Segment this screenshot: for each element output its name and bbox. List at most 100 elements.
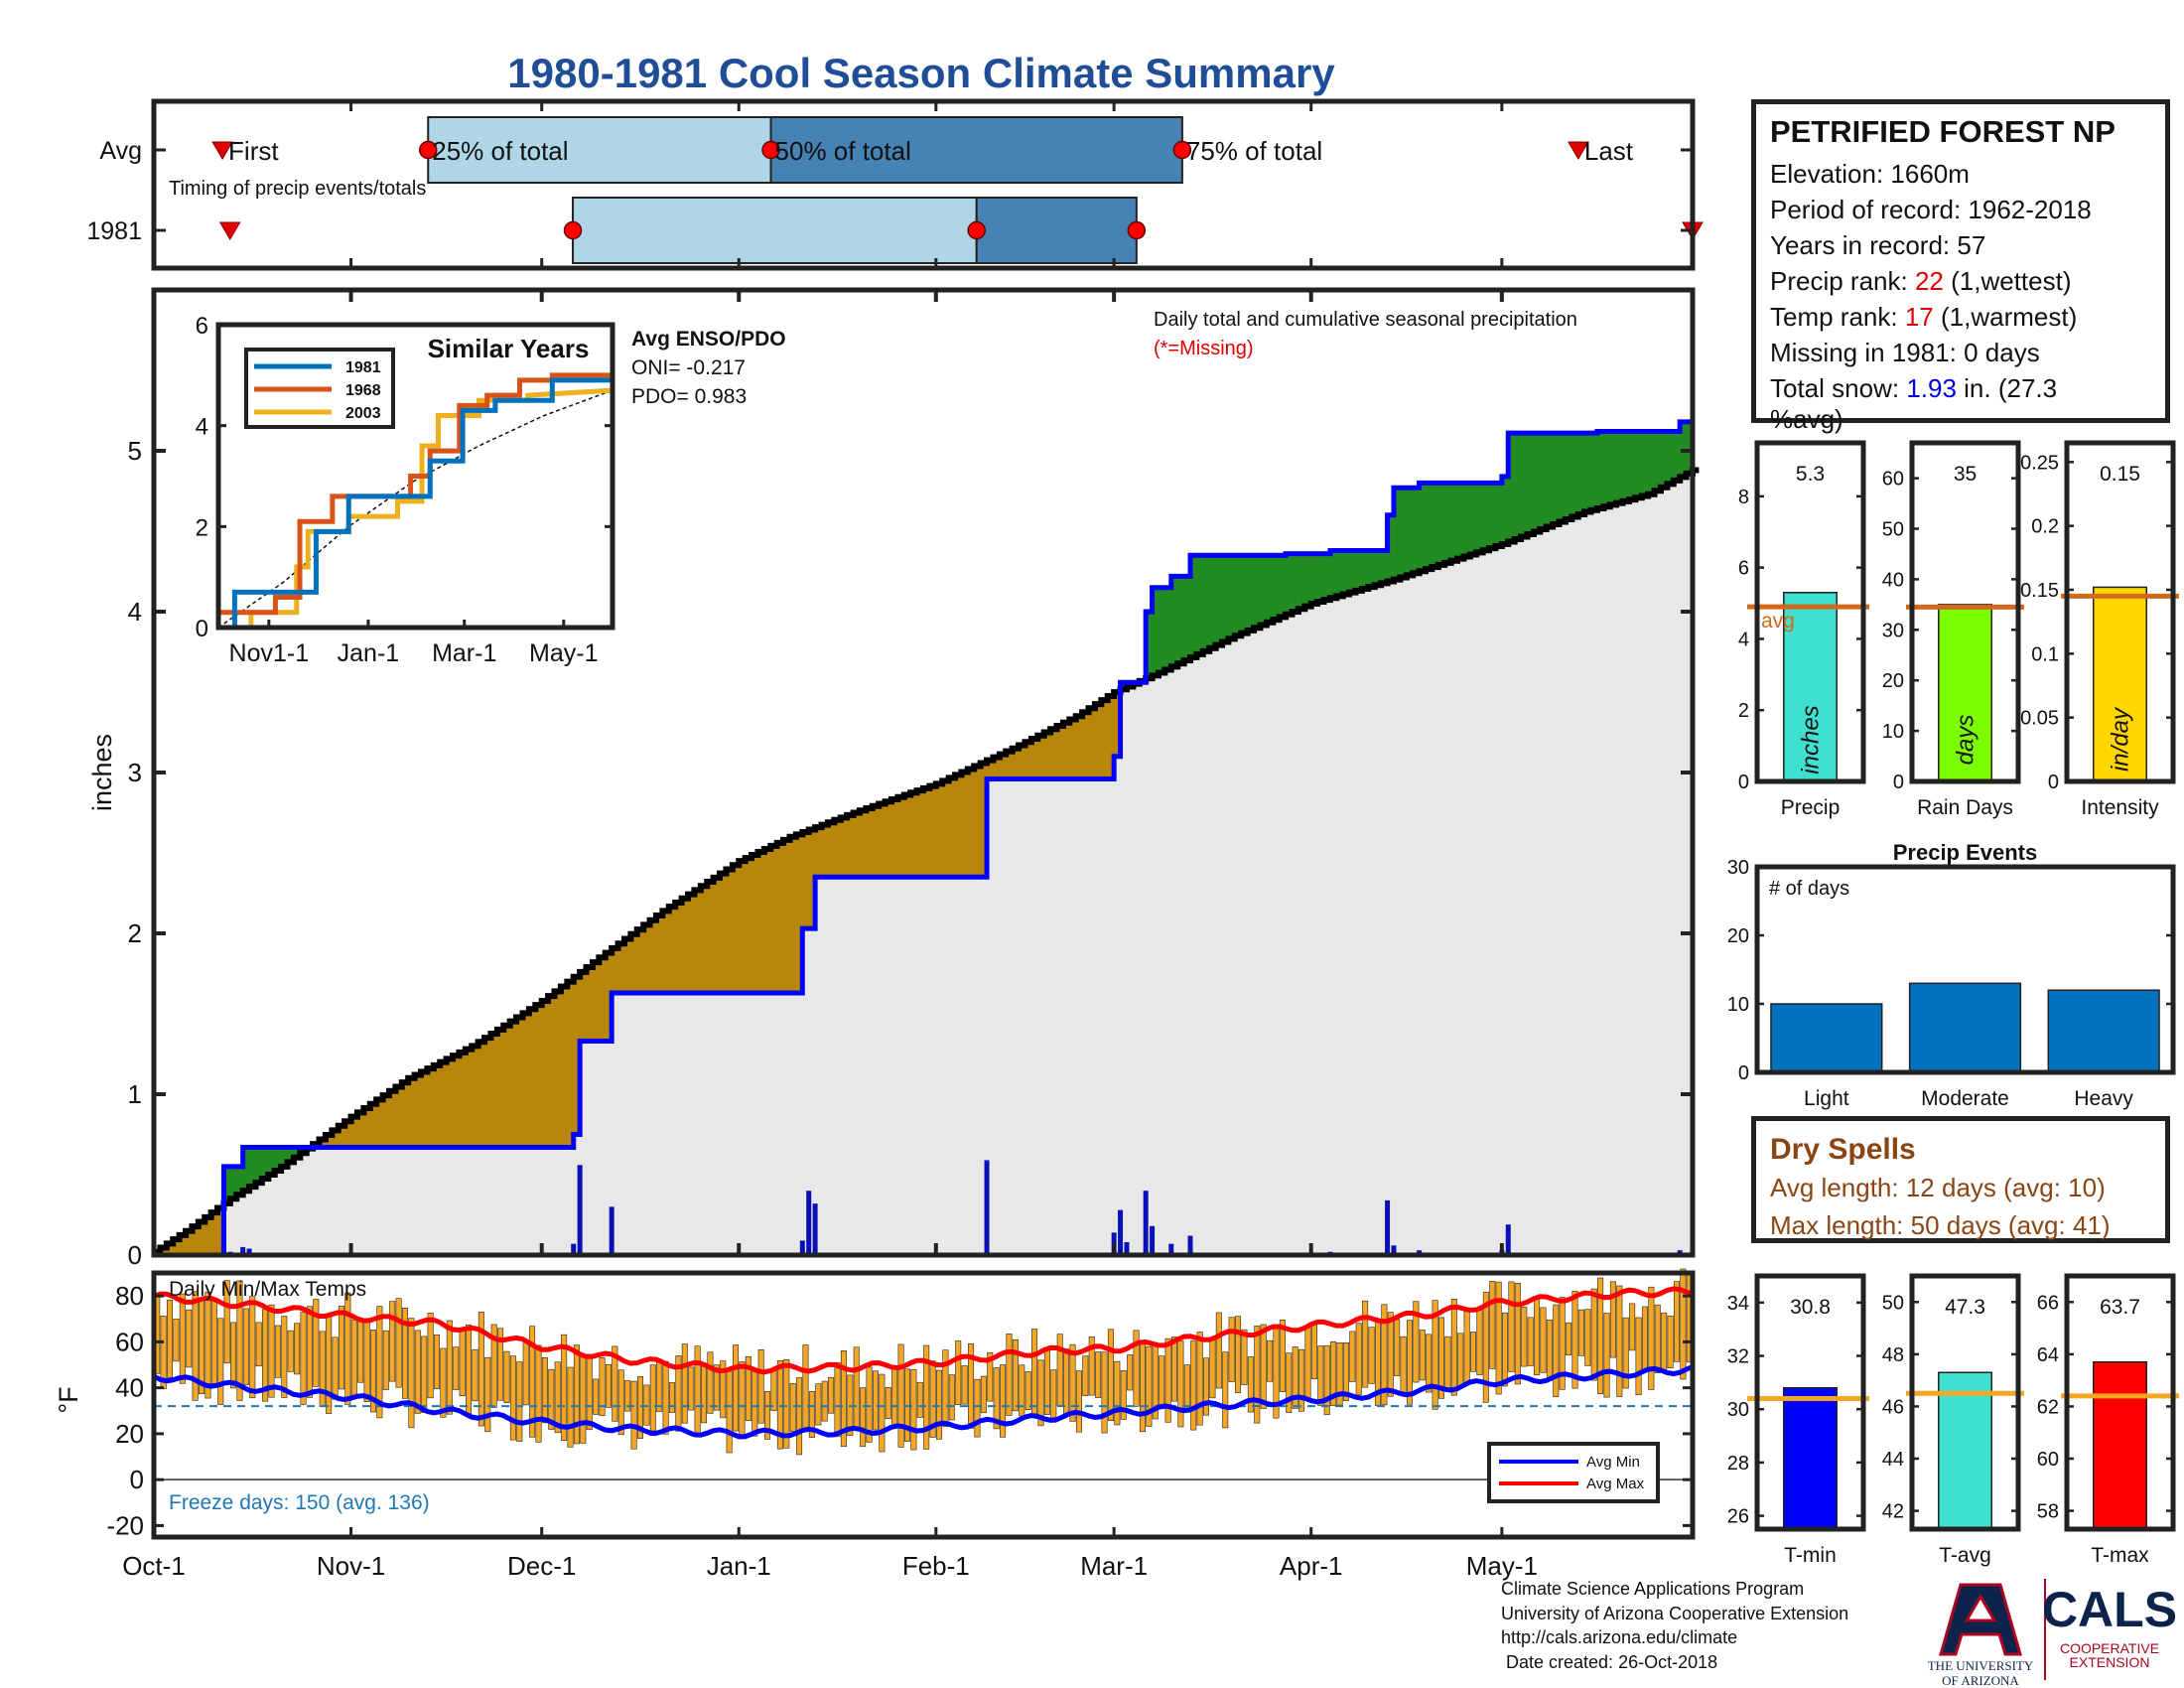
daily-temp-bar [414, 1330, 421, 1414]
y-tick-label: 3 [128, 758, 142, 787]
avg-last-marker [1568, 141, 1589, 160]
timing-row-label: Avg [99, 137, 142, 165]
daily-temp-bar [1362, 1300, 1369, 1388]
figure-title: 1980-1981 Cool Season Climate Summary [507, 50, 1335, 96]
daily-temp-bar [1260, 1324, 1267, 1409]
temp-rank-prefix: Temp rank: [1770, 302, 1898, 332]
daily-temp-bar [1622, 1317, 1629, 1389]
missing-label: Missing in 1981: 0 days [1770, 338, 2040, 367]
timing-label: Timing of precip events/totals [169, 178, 426, 200]
year-50-marker [967, 220, 986, 240]
daily-temp-bar [1222, 1351, 1229, 1429]
daily-temp-bar [1203, 1357, 1210, 1416]
daily-temp-bar [350, 1319, 357, 1398]
temp-y-tick-label: 80 [115, 1281, 144, 1311]
credits-line-4: Date created: 26-Oct-2018 [1501, 1651, 1718, 1672]
legend-label-avg-min: Avg Min [1586, 1454, 1640, 1471]
daily-temp-bar [217, 1318, 224, 1405]
daily-temp-bar [1196, 1332, 1203, 1426]
daily-temp-bar [1590, 1288, 1597, 1381]
daily-temp-bar [472, 1348, 478, 1402]
daily-temp-bar [179, 1293, 186, 1384]
daily-temp-bar [974, 1378, 981, 1438]
daily-temp-bar [1304, 1326, 1311, 1399]
daily-precip-bar [1391, 1245, 1397, 1255]
daily-temp-bar [382, 1330, 389, 1390]
daily-temp-bar [453, 1346, 460, 1390]
daily-temp-bar [694, 1345, 701, 1437]
cals-logo: CALS COOPERATIVE EXTENSION [2042, 1582, 2177, 1670]
snow-value: 1.93 [1906, 373, 1957, 403]
temp-summary-1-y-tick-label: 44 [1882, 1449, 1904, 1471]
temp-summary-2-y-tick-label: 62 [2037, 1396, 2059, 1418]
x-tick-label: Apr-1 [1280, 1551, 1343, 1581]
daily-temp-bar [503, 1350, 510, 1404]
daily-temp-bar [713, 1364, 720, 1411]
daily-temp-bar [1031, 1329, 1038, 1415]
daily-temp-bar [1082, 1355, 1089, 1396]
daily-temp-bar [688, 1366, 695, 1411]
daily-temp-bar [656, 1359, 663, 1412]
daily-temp-bar [1050, 1369, 1057, 1423]
daily-temp-bar [821, 1380, 828, 1422]
daily-precip-bar [1505, 1224, 1511, 1255]
daily-precip-bar [806, 1191, 812, 1255]
daily-temp-bar [1559, 1297, 1566, 1390]
daily-temp-bar [1037, 1359, 1044, 1427]
freeze-days-label: Freeze days: 150 (avg. 136) [169, 1491, 430, 1514]
avg-75-label: 75% of total [1186, 136, 1322, 166]
temp-summary-1-bar [1938, 1371, 1992, 1530]
daily-temp-bar [1470, 1332, 1477, 1372]
daily-temp-bar [1114, 1360, 1121, 1426]
daily-temp-bar [1661, 1312, 1668, 1372]
y-tick-label: 4 [128, 597, 142, 627]
daily-temp-bar [1432, 1300, 1438, 1410]
daily-temp-bar [376, 1306, 383, 1419]
daily-temp-bar [757, 1349, 764, 1424]
daily-temp-bar [1680, 1268, 1687, 1380]
year-25-marker [563, 220, 583, 240]
precip-summary-charts: 0 2 4 6 8 5.3 Precip inches avg 0 10 20 30 40 50 60 35 Ra… [1738, 440, 2179, 819]
daily-temp-bar [1438, 1317, 1445, 1399]
precip-events-chart: Light Moderate Heavy 0 10 20 30 Precip Events # … [1727, 840, 2176, 1110]
daily-temp-bar [242, 1308, 249, 1385]
temp-summary-0-y-tick-label: 28 [1727, 1453, 1749, 1475]
temp-rank: Temp rank: 17 (1,warmest) [1770, 299, 2151, 335]
avg-50-marker [761, 140, 780, 160]
daily-temp-bar [1133, 1330, 1140, 1407]
precip-summary-2-y-tick-label: 0.25 [2020, 452, 2059, 474]
timing-frame [151, 98, 1696, 271]
avg-first-label: First [228, 136, 279, 166]
daily-precip-bar [1150, 1225, 1156, 1255]
daily-temp-bar [1534, 1296, 1541, 1375]
events-title: Precip Events [1893, 840, 2038, 865]
daily-temp-bar [1654, 1304, 1661, 1373]
daily-temp-bar [897, 1343, 904, 1448]
legend-label-2003: 2003 [345, 405, 381, 422]
temp-summary-0-x-label: T-min [1784, 1544, 1837, 1567]
precip-summary-2-y-tick-label: 0.2 [2031, 516, 2059, 538]
daily-temp-bar [313, 1299, 320, 1387]
daily-temp-bar [1323, 1344, 1330, 1415]
temp-summary-2-y-tick-label: 64 [2037, 1344, 2059, 1366]
events-bar-heavy [2047, 989, 2160, 1073]
daily-temp-bar [1088, 1336, 1095, 1396]
daily-temp-bar [306, 1306, 313, 1398]
daily-temp-bar [369, 1330, 376, 1413]
precip-summary-1-y-tick-label: 30 [1882, 620, 1904, 641]
inset-y-tick-label: 6 [196, 313, 208, 340]
daily-temp-bar [1597, 1277, 1604, 1395]
snow-label: Total snow: 1.93 in. (27.3 [1770, 370, 2151, 406]
daily-temp-bar [1635, 1317, 1642, 1395]
temp-summary-2-x-label: T-max [2091, 1544, 2149, 1567]
precip-summary-0-x-label: Precip [1781, 796, 1841, 819]
temp-summary-2-y-tick-label: 60 [2037, 1449, 2059, 1471]
daily-temp-bar [669, 1382, 676, 1413]
daily-temp-bar [1056, 1334, 1063, 1406]
daily-temp-bar [1075, 1370, 1082, 1433]
chart-title: Daily total and cumulative seasonal prec… [1154, 309, 1577, 331]
events-y-tick-label: 0 [1738, 1062, 1749, 1084]
daily-temp-bar [1426, 1334, 1433, 1393]
temp-summary-1-value-label: 47.3 [1945, 1296, 1985, 1319]
daily-temp-bar [1317, 1345, 1324, 1406]
